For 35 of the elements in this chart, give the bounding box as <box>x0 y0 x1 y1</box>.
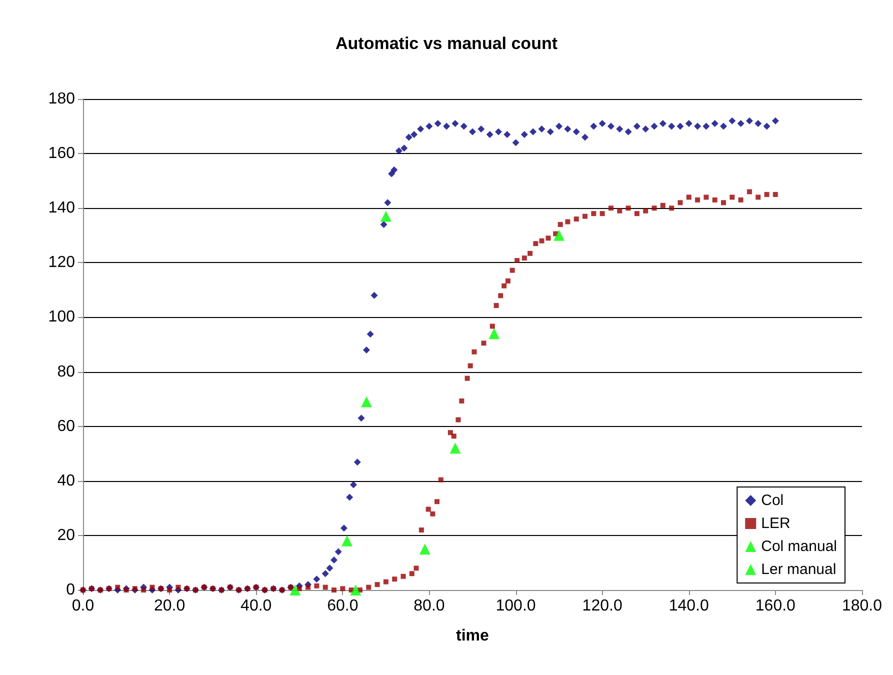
point <box>554 230 565 241</box>
y-tick-label: 0 <box>66 582 76 598</box>
point <box>290 584 301 596</box>
x-tick-label: 0.0 <box>72 598 94 614</box>
legend-label: Col manual <box>761 538 838 555</box>
y-tick-label: 120 <box>48 254 76 272</box>
y-tick-label: 180 <box>48 90 76 108</box>
legend-label: Col <box>761 492 784 509</box>
point <box>488 328 500 340</box>
chart-title: Automatic vs manual count <box>336 34 558 53</box>
point <box>450 442 461 454</box>
x-tick-label: 80.0 <box>414 598 445 614</box>
x-tick-label: 20.0 <box>154 598 186 614</box>
y-tick-label: 100 <box>48 308 76 326</box>
x-tick-label: 120.0 <box>582 598 622 614</box>
y-tick-label: 20 <box>57 526 76 544</box>
y-tick-label: 160 <box>48 145 76 162</box>
y-tick-label: 80 <box>57 363 76 380</box>
point <box>341 535 352 546</box>
point <box>350 584 362 596</box>
point <box>380 210 392 222</box>
x-tick-label: 160.0 <box>755 598 796 614</box>
legend-label: LER <box>761 515 790 532</box>
x-tick-label: 140.0 <box>668 598 709 614</box>
y-tick-label: 60 <box>57 418 76 435</box>
x-tick-label: 40.0 <box>240 598 272 614</box>
y-tick-label: 140 <box>48 200 76 217</box>
x-axis-title: time <box>456 628 490 644</box>
x-tick-label: 180.0 <box>842 598 882 614</box>
y-tick-label: 40 <box>57 472 76 490</box>
point <box>419 544 430 555</box>
x-tick-label: 60.0 <box>327 598 358 614</box>
x-tick-label: 100.0 <box>496 598 536 614</box>
point <box>360 396 372 408</box>
legend-label: Ler manual <box>761 561 836 578</box>
